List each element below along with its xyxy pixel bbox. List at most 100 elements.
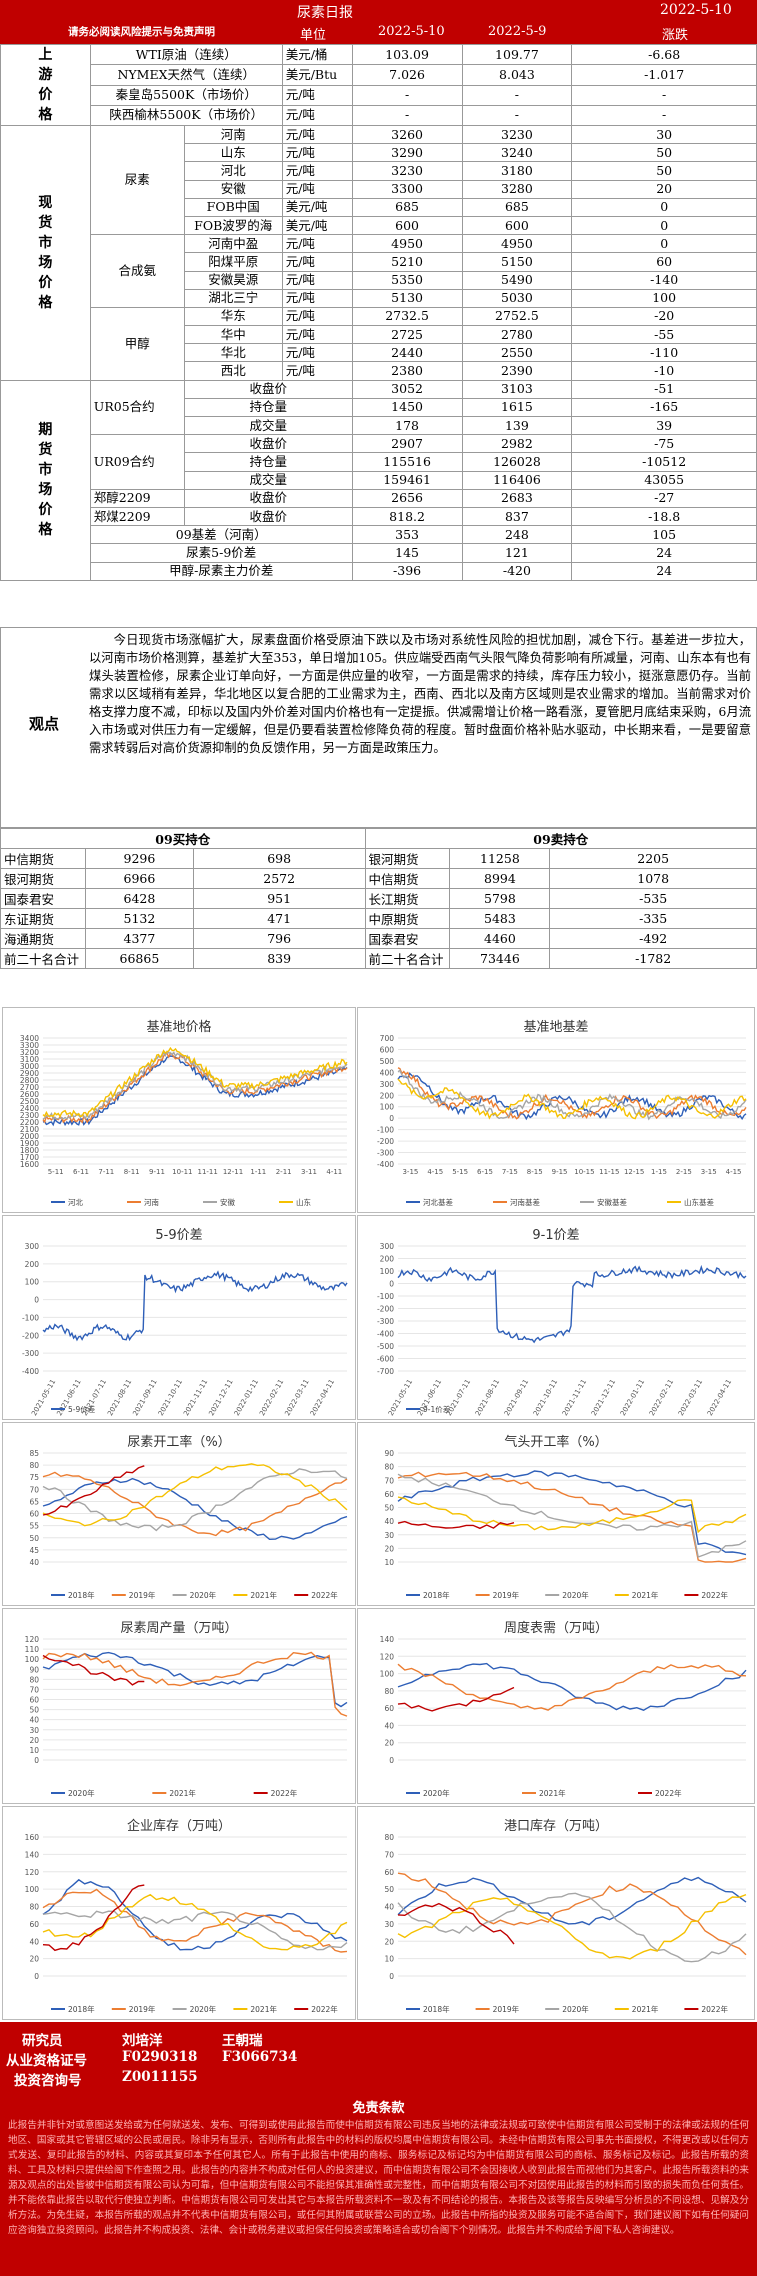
row-value-2: 2982: [461, 434, 573, 454]
series-line: [397, 1069, 747, 1121]
x-tick-label: 11-11: [197, 1168, 217, 1176]
x-tick-label: 10-15: [574, 1168, 594, 1176]
row-name: WTI原油（连续）: [89, 43, 283, 66]
researcher-1: 刘培洋: [122, 2033, 163, 2049]
y-tick-label: 0: [389, 1972, 394, 1981]
y-tick-label: 55: [29, 1522, 39, 1531]
short-volume: 73446: [449, 948, 551, 969]
legend-label: 2018年: [68, 1590, 95, 1600]
y-tick-label: 0: [389, 1756, 394, 1765]
row-value-2: 2752.5: [461, 306, 573, 327]
series-line: [397, 1078, 747, 1120]
y-tick-label: -700: [377, 1367, 394, 1376]
series-line: [42, 1471, 348, 1537]
long-change: 2572: [192, 868, 366, 889]
row-change: -110: [571, 343, 757, 363]
group-name: 合成氨: [89, 234, 185, 308]
y-tick-label: 0: [389, 1280, 394, 1289]
y-tick-label: 30: [384, 1531, 394, 1540]
row-change: 20: [571, 179, 757, 199]
y-tick-label: 100: [25, 1885, 40, 1894]
row-value-2: -: [461, 84, 573, 106]
short-volume: 11258: [449, 848, 551, 869]
series-line: [42, 1651, 348, 1717]
y-tick-label: 3100: [20, 1055, 39, 1064]
y-tick-label: 2800: [20, 1076, 39, 1085]
x-tick-label: 6-15: [477, 1168, 493, 1176]
table-row: 尿素5-9价差 145 121 24: [1, 543, 757, 563]
short-change: -492: [549, 928, 757, 949]
row-value-1: 115516: [351, 452, 463, 472]
position-row: 中信期货 9296 698 银河期货 11258 2205: [0, 848, 757, 869]
y-tick-label: 60: [29, 1510, 39, 1519]
chart-title: 基准地价格: [146, 1020, 212, 1035]
futures-label: 期货市场价格: [0, 379, 91, 581]
y-tick-label: 2600: [20, 1090, 39, 1099]
chart-svg: -400 -300 -200 -100 0 100 200 300 2021-05-11 2021…: [22, 1242, 348, 1417]
y-tick-label: 20: [384, 1937, 394, 1946]
legend-label: 2021年: [169, 1788, 196, 1798]
futures-label-text: 期货市场价格: [38, 422, 53, 539]
row-value-1: 3230: [351, 161, 463, 181]
long-change: 471: [192, 908, 366, 929]
row-change: 105: [571, 525, 757, 545]
chart-title: 企业库存（万吨）: [126, 1819, 231, 1834]
x-tick-label: 12-15: [624, 1168, 644, 1176]
series-line: [397, 1470, 747, 1556]
table-row: 郑煤2209 收盘价 818.2 837 -18.8: [1, 506, 757, 527]
row-unit: 美元/Btu: [281, 64, 353, 86]
y-tick-label: -300: [22, 1349, 39, 1358]
chart-title: 周度表需（万吨）: [503, 1621, 608, 1636]
observation-section: 观点 今日现货市场涨幅扩大，尿素盘面价格受原油下跌以及市场对系统性风险的担忧加剧…: [0, 627, 757, 828]
x-tick-label: 2021-09-11: [503, 1378, 530, 1417]
y-tick-label: 3300: [20, 1041, 39, 1050]
x-tick-label: 5-11: [48, 1168, 64, 1176]
legend-label: 2021年: [250, 1590, 277, 1600]
row-value-2: 116406: [461, 470, 573, 490]
y-tick-label: 1600: [20, 1160, 39, 1169]
table-row: 上游价格 WTI原油（连续） 美元/桶 103.09 109.77 -6.68: [0, 43, 757, 126]
row-unit: 元/吨: [281, 343, 353, 363]
chart-5: 尿素开工率（%） 40 45 50 55 60 65 70 75 80 85 2018年 2019年 20…: [2, 1422, 356, 1606]
row-value-2: 3280: [461, 179, 573, 199]
legend-label: 2022年: [701, 2004, 728, 2014]
x-tick-label: 2022-04-11: [706, 1378, 733, 1417]
chart-6: 气头开工率（%） 10 20 30 40 50 60 70 80 90 2018年 2019年 2020…: [357, 1422, 755, 1606]
y-tick-label: 20: [29, 1736, 39, 1745]
x-tick-label: 2021-11-11: [182, 1378, 209, 1417]
upstream-label-text: 上游价格: [38, 47, 53, 123]
license-1: F0290318: [122, 2049, 198, 2065]
y-tick-label: 70: [29, 1485, 39, 1494]
y-tick-label: 2000: [20, 1132, 39, 1141]
y-tick-label: 80: [384, 1463, 394, 1472]
series-line: [397, 1893, 747, 1960]
row-value-2: 5490: [461, 270, 573, 290]
row-value-2: 2780: [461, 325, 573, 345]
y-tick-label: 0: [389, 1114, 394, 1123]
y-tick-label: 45: [29, 1546, 39, 1555]
row-value-1: 3300: [351, 179, 463, 199]
legend-label: 2020年: [190, 2004, 217, 2014]
row-value-2: -: [461, 104, 573, 127]
y-tick-label: 80: [29, 1675, 39, 1684]
short-change: 1078: [549, 868, 757, 889]
table-row: FOB中国 美元/吨 685 685 0: [1, 197, 757, 217]
row-change: -6.68: [571, 43, 757, 66]
row-change: -140: [571, 270, 757, 290]
row-name: 河北: [183, 161, 283, 181]
y-tick-label: 1900: [20, 1139, 39, 1148]
y-tick-label: 30: [29, 1726, 39, 1735]
long-broker: 中信期货: [0, 848, 86, 869]
short-volume: 4460: [449, 928, 551, 949]
row-name: 陕西榆林5500K（市场价）: [89, 104, 283, 127]
x-tick-label: 2022-02-11: [648, 1378, 675, 1417]
row-change: 24: [571, 543, 757, 563]
row-name: 华中: [183, 325, 283, 345]
short-change: -535: [549, 888, 757, 909]
series-line: [42, 1888, 348, 1953]
y-tick-label: -300: [377, 1317, 394, 1326]
short-volume: 5483: [449, 908, 551, 929]
y-tick-label: 1700: [20, 1153, 39, 1162]
row-name: 安徽: [183, 179, 283, 199]
row-value-2: 2390: [461, 361, 573, 381]
